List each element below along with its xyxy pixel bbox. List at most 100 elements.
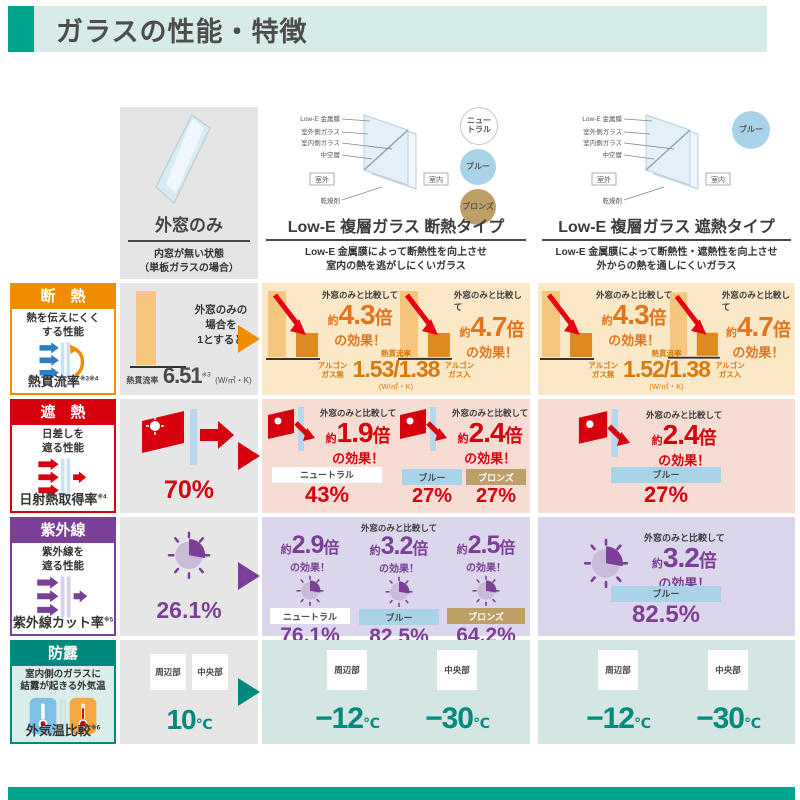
comparison-note: 外窓のみと比較して — [453, 290, 522, 312]
outer-window-title: 外窓のみ — [155, 216, 223, 235]
multiplier-value: 4.3 — [612, 299, 650, 330]
multiplier: 約3.2倍 — [370, 534, 429, 559]
badge-center: 中央部 — [192, 654, 228, 690]
approx: 約 — [651, 435, 663, 447]
metric-label: 熱貫流率 — [126, 376, 159, 385]
badge-blue: ブルー — [402, 469, 462, 485]
solar-gain-value: 27% — [475, 485, 517, 507]
outer-window-subtitle: 内窓が無い状態 （単板ガラスの場合） — [139, 249, 239, 274]
shielding-type-title: Low-E 複層ガラス 遮熱タイプ — [558, 219, 775, 236]
badge-bronze: ブロンズ — [466, 469, 526, 485]
multiplier-value: 3.2 — [662, 542, 700, 573]
u-value-outer: 熱貫流率 6.51※3 (W/㎡・K) — [120, 363, 258, 389]
metric-label: 日射熱取得率 — [19, 492, 98, 507]
arrow-uv — [238, 562, 260, 590]
color-swatch-blue: ブルー — [732, 111, 770, 149]
glass-color-options: ニュー トラル ブルー ブロンズ — [460, 107, 498, 225]
argon-gas-without: アルゴン ガス無 — [588, 361, 619, 380]
temp-unit: ℃ — [195, 716, 213, 732]
times: 倍 — [698, 551, 717, 571]
badge-center: 中央部 — [437, 650, 477, 690]
diagram-label-air-layer: 中空層 — [603, 150, 623, 159]
heat-flow-icon — [39, 342, 85, 380]
u-value-summary: アルゴン ガス無 熱貫流率 1.52/1.38 (W/㎡・K) アルゴン ガス入 — [538, 348, 795, 392]
approx: 約 — [369, 545, 381, 557]
approx: 約 — [459, 327, 471, 339]
row-label-insulation: 断 熱 熱を伝えにくく する性能 熱貫流率※3※4 — [10, 283, 116, 395]
temp-unit: ℃ — [362, 715, 380, 731]
temp-value: −30 — [696, 702, 745, 735]
multiplier: 約4.7倍 — [726, 313, 791, 341]
u-value: 6.51 — [162, 363, 203, 388]
diagram-label-inside: 室内 — [429, 175, 443, 184]
times: 倍 — [323, 540, 340, 557]
uv-metric: 紫外線カット率※5 — [12, 612, 114, 631]
effect-label: の効果！ — [334, 333, 387, 348]
shading-metric: 日射熱取得率※4 — [12, 489, 114, 508]
condensation-insulated-cell: 周辺部 −12℃ 中央部 −30℃ — [262, 640, 530, 744]
blue-result: ブルー 82.5% — [611, 585, 721, 628]
diagram-label-outer-glass: 室外側ガラス — [301, 127, 340, 136]
column-header-outer-window: 外窓のみ 内窓が無い状態 （単板ガラスの場合） — [120, 107, 258, 279]
bronze-result: ブロンズ 27% — [466, 469, 526, 507]
times: 倍 — [374, 308, 393, 328]
title-accent-square — [8, 6, 34, 52]
diagram-label-outside: 室外 — [597, 175, 611, 184]
insulation-description: 熱を伝えにくく する性能 — [26, 312, 100, 338]
sun-deflect-icon — [578, 409, 630, 457]
diagram-label-inside: 室内 — [711, 175, 725, 184]
baseline-note: 外窓のみの 場合を 1とすると — [194, 304, 248, 347]
unit: (W/㎡・K) — [649, 382, 684, 391]
arrow-condensation — [238, 678, 260, 706]
diagram-label-outside: 室外 — [315, 175, 329, 184]
uv-group-neutral: 約2.9倍 の効果！ ニュートラル 76.1% — [268, 522, 352, 647]
perimeter-group: 周辺部 −12℃ — [302, 650, 392, 734]
solar-gain-outer: 70% — [163, 476, 215, 504]
insulation-insulated-cell: 外窓のみと比較して 約4.3倍 の効果！ 外窓のみと比較して 約4.7倍 の効果… — [262, 283, 530, 395]
times: 倍 — [506, 320, 525, 340]
uv-insulated-cell: 約2.9倍 の効果！ ニュートラル 76.1% 外窓のみと比較して 約3.2倍 … — [262, 517, 530, 648]
temp-value: −30 — [425, 702, 474, 735]
insulation-heading: 断 熱 — [12, 285, 114, 309]
metric-footnote: ※5 — [103, 617, 114, 624]
unit: (W/㎡・K) — [378, 382, 414, 391]
footnote: ※3 — [201, 371, 211, 379]
multiplier: 約2.5倍 — [457, 533, 516, 558]
condensation-shielded-cell: 周辺部 −12℃ 中央部 −30℃ — [538, 640, 795, 744]
multiplier-value: 2.4 — [662, 419, 700, 450]
badge-center: 中央部 — [708, 650, 748, 690]
multiplier-value: 2.4 — [468, 417, 506, 448]
effect-label: の効果！ — [290, 563, 330, 574]
shielding-type-subtitle: Low-E 金属膜によって断熱性・遮熱性を向上させ 外からの熱を通しにくいガラス — [555, 247, 778, 272]
badge-perimeter: 周辺部 — [598, 650, 638, 690]
single-glass-pane-icon — [155, 113, 211, 205]
badge-blue: ブルー — [611, 466, 721, 483]
uv-shielded-cell: 外窓のみと比較して 約3.2倍 の効果！ ブルー 82.5% — [538, 517, 795, 636]
effect-label: の効果！ — [466, 563, 506, 574]
condensation-heading: 防露 — [12, 642, 114, 666]
comparison-note: 外窓のみと比較して — [322, 290, 399, 300]
insulation-type-title: Low-E 複層ガラス 断熱タイプ — [287, 219, 505, 236]
color-swatch-bronze: ブロンズ — [460, 189, 496, 225]
multiplier: 約2.4倍 — [458, 419, 523, 447]
condensation-description: 室内側のガラスに 結露が起きる外気温 — [20, 669, 106, 693]
outdoor-temp: −30℃ — [425, 702, 490, 735]
multiplier: 約2.4倍 — [652, 421, 717, 449]
diagram-label-metal-film: Low-E 金属膜 — [300, 114, 340, 123]
zone-badges: 周辺部 中央部 — [120, 654, 258, 690]
badge-neutral: ニュートラル — [270, 608, 350, 624]
comparison-note: 外窓のみと比較して — [721, 290, 790, 312]
effect-label: の効果！ — [608, 333, 661, 348]
shading-heading: 遮 熱 — [12, 401, 114, 425]
blue-result: ブルー 27% — [611, 466, 721, 507]
page-title: ガラスの性能・特徴 — [56, 16, 308, 47]
sun-through-icon — [142, 409, 234, 465]
badge-perimeter: 周辺部 — [327, 650, 367, 690]
times: 倍 — [412, 541, 429, 558]
insulation-outer-cell: 外窓のみの 場合を 1とすると 熱貫流率 6.51※3 (W/㎡・K) — [120, 283, 258, 395]
bar-drop-icon — [266, 291, 320, 360]
shading-insulated-cell: 外窓のみと比較して 約1.9倍 の効果！ ニュートラル 43% 外窓のみと比較し… — [262, 399, 530, 513]
diagram-label-outer-glass: 室外側ガラス — [583, 127, 622, 136]
multiplier-value: 1.9 — [336, 417, 374, 448]
approx: 約 — [327, 315, 339, 327]
